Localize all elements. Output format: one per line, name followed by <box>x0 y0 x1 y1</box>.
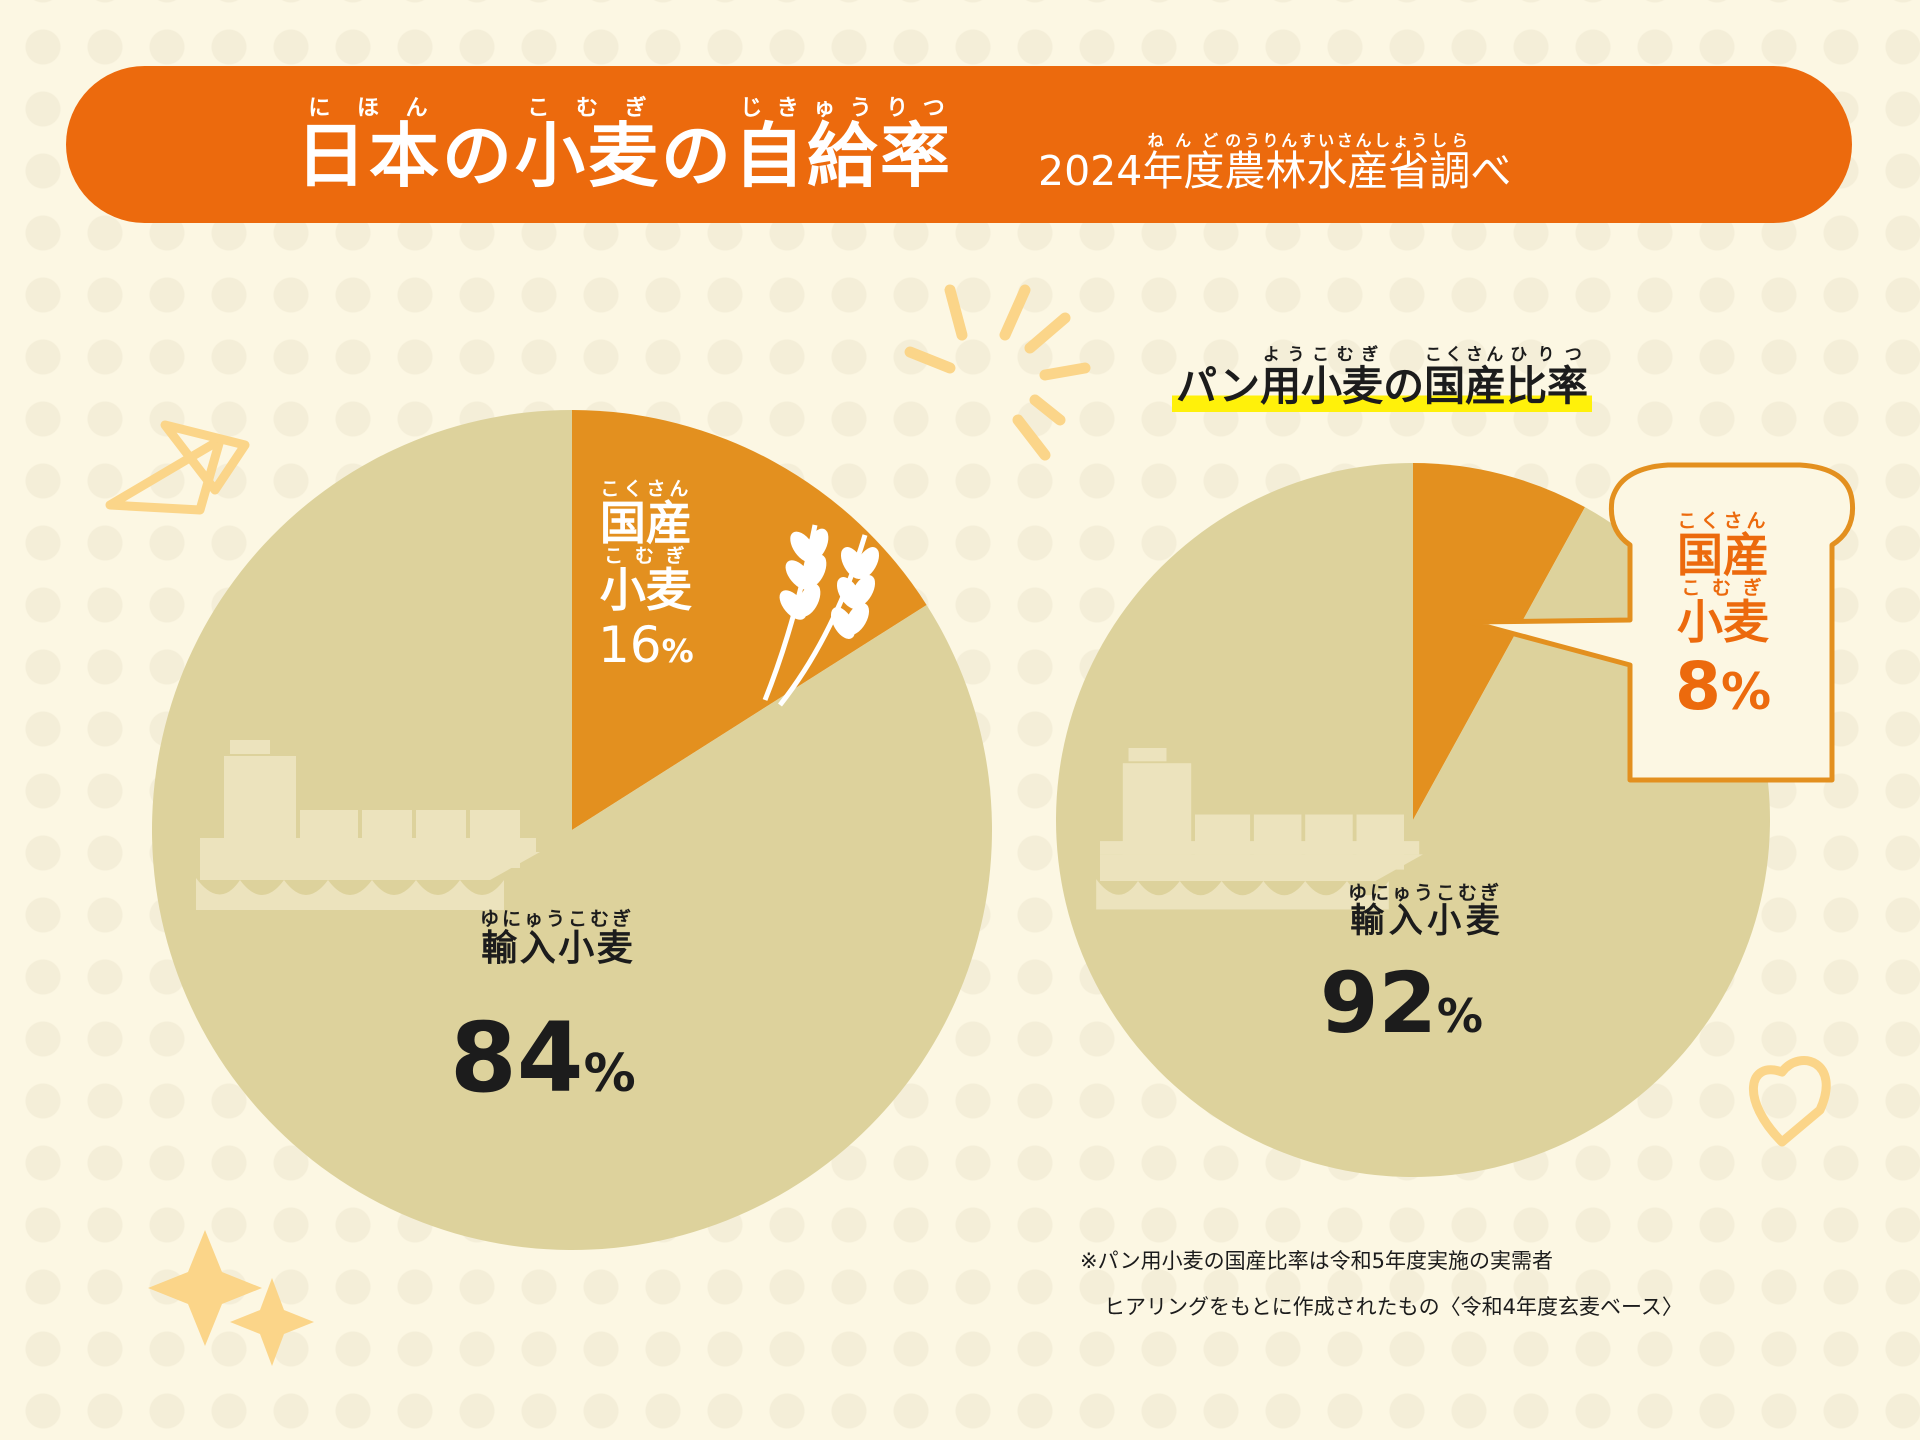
footnote-line-2: ヒアリングをもとに作成されたもの〈令和4年度玄麦ベース〉 <box>1104 1295 1683 1319</box>
pie2-domestic-unit: % <box>1720 662 1772 721</box>
pie1-imported-unit: % <box>583 1044 636 1104</box>
pie2-imported-unit: % <box>1436 989 1483 1043</box>
pie1-domestic-label: 国産こくさん 小麦こむぎ 16% <box>598 478 694 674</box>
cargo-ship-icon <box>196 740 540 910</box>
heart-icon <box>1749 1056 1831 1147</box>
pie1-domestic-value: 16 <box>598 615 662 674</box>
cargo-ship-icon <box>1096 748 1423 910</box>
footnote: ※パン用小麦の国産比率は令和5年度実施の実需者 ヒアリングをもとに作成されたもの… <box>1080 1238 1683 1330</box>
pie1-imported-label: 輸入小麦ゆにゅうこむぎ <box>480 908 635 969</box>
bread-wheat-heading: パン用小麦ようこむぎの国産こくさん比率ひりつ <box>1172 345 1593 416</box>
bread-callout-box <box>1467 462 1856 783</box>
sparkle-burst-icon <box>904 284 1091 461</box>
pie2-domestic-value: 8 <box>1675 647 1721 725</box>
page-subtitle: 2024年度ねんど農林水産省のうりんすいさんしょう調しらべ <box>1038 131 1512 195</box>
page-title: 日本にほんの小麦こむぎの自給率じきゅうりつ <box>296 96 953 197</box>
footnote-line-1: ※パン用小麦の国産比率は令和5年度実施の実需者 <box>1080 1249 1554 1273</box>
pie1-domestic-unit: % <box>661 631 694 670</box>
sparkle-star-icon <box>148 1230 314 1366</box>
pie1-imported-value: 84% <box>450 1002 636 1114</box>
pie2-imported-label: 輸入小麦ゆにゅうこむぎ <box>1348 882 1503 941</box>
wheat-icon <box>762 524 880 707</box>
pie2-domestic-label: 国産こくさん 小麦こむぎ 8% <box>1675 510 1772 725</box>
triangle-decor-icon <box>105 420 250 515</box>
title-banner <box>66 66 1852 223</box>
pie2-slice-domestic <box>1413 463 1585 820</box>
pie1-slice-domestic <box>572 410 927 830</box>
pie1-slice-imported <box>152 410 993 1250</box>
pie2-imported-value: 92% <box>1320 954 1483 1052</box>
